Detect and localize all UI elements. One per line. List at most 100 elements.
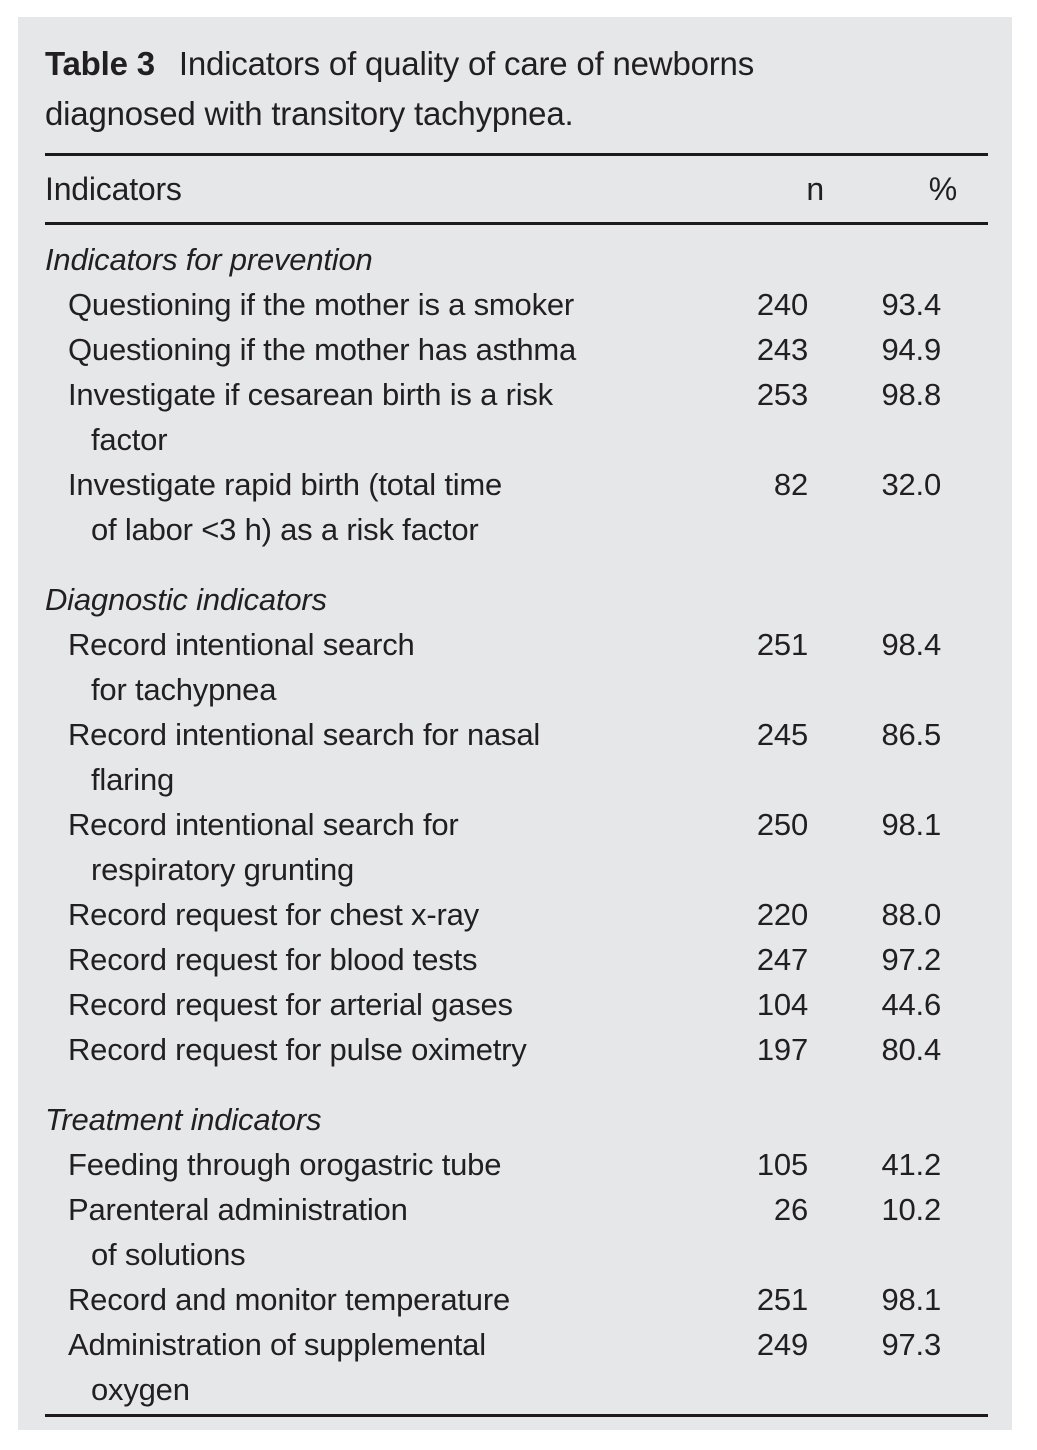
section-0: Indicators for prevention Questioning if … xyxy=(45,237,988,552)
indicator-label-line: Parenteral administration xyxy=(68,1192,408,1227)
value-n: 251 xyxy=(756,627,808,662)
indicator-label-line: Questioning if the mother has asthma xyxy=(68,332,577,367)
indicator-label: Record request for pulse oximetry xyxy=(45,1027,668,1072)
section-header: Diagnostic indicators xyxy=(45,582,327,617)
indicator-label: Record intentional search for respiratory… xyxy=(45,802,668,892)
value-pct: 98.1 xyxy=(881,1282,941,1317)
table-row: Investigate rapid birth (total time of la… xyxy=(45,462,988,552)
indicator-label: Record request for blood tests xyxy=(45,937,668,982)
table-row: Record request for blood tests 247 97.2 xyxy=(45,937,988,982)
indicator-label: Questioning if the mother is a smoker xyxy=(45,282,668,327)
indicator-label-continuation: oxygen xyxy=(91,1372,190,1407)
indicator-label: Administration of supplemental oxygen xyxy=(45,1322,668,1412)
value-pct: 93.4 xyxy=(881,287,941,322)
col-header-pct: % xyxy=(928,170,957,207)
value-pct: 80.4 xyxy=(881,1032,941,1067)
table-number: Table 3 xyxy=(45,45,155,82)
value-pct: 98.4 xyxy=(881,627,941,662)
value-pct: 97.3 xyxy=(881,1327,941,1362)
table-row: Record request for chest x-ray 220 88.0 xyxy=(45,892,988,937)
indicator-label: Investigate rapid birth (total time of la… xyxy=(45,462,668,552)
value-n: 220 xyxy=(756,897,808,932)
indicator-label-continuation: respiratory grunting xyxy=(91,852,355,887)
indicator-label-continuation: of solutions xyxy=(91,1237,246,1272)
indicator-label-line: Record intentional search for nasal xyxy=(68,717,541,752)
value-pct: 97.2 xyxy=(881,942,941,977)
indicator-label-line: Record request for pulse oximetry xyxy=(68,1032,527,1067)
table-row: Feeding through orogastric tube 105 41.2 xyxy=(45,1142,988,1187)
value-n: 247 xyxy=(756,942,808,977)
indicator-label-line: Record intentional search for xyxy=(68,807,459,842)
indicator-label-line: Record and monitor temperature xyxy=(68,1282,511,1317)
value-n: 104 xyxy=(756,987,808,1022)
value-n: 26 xyxy=(773,1192,808,1227)
value-pct: 32.0 xyxy=(881,467,941,502)
value-n: 243 xyxy=(756,332,808,367)
value-n: 253 xyxy=(756,377,808,412)
table-row: Record request for pulse oximetry 197 80.4 xyxy=(45,1027,988,1072)
table-row: Record request for arterial gases 104 44.6 xyxy=(45,982,988,1027)
value-pct: 41.2 xyxy=(881,1147,941,1182)
value-n: 197 xyxy=(756,1032,808,1067)
indicator-label-line: Feeding through orogastric tube xyxy=(68,1147,502,1182)
table-body: Indicators for prevention Questioning if … xyxy=(45,237,988,1412)
table-row: Record intentional search for tachypnea 25… xyxy=(45,622,988,712)
top-rule xyxy=(45,153,988,156)
value-n: 105 xyxy=(756,1147,808,1182)
indicator-label-continuation: flaring xyxy=(91,762,175,797)
header-row: Indicators n % xyxy=(45,156,988,222)
value-pct: 98.8 xyxy=(881,377,941,412)
indicator-label: Record request for arterial gases xyxy=(45,982,668,1027)
indicator-label-line: Investigate rapid birth (total time xyxy=(68,467,503,502)
table-row: Administration of supplemental oxygen 249 9… xyxy=(45,1322,988,1412)
indicator-label-line: Investigate if cesarean birth is a risk xyxy=(68,377,553,412)
section-2: Treatment indicators Feeding through orog… xyxy=(45,1097,988,1412)
table-caption: Table 3 Indicators of quality of care of … xyxy=(45,39,897,139)
table-row: Questioning if the mother has asthma 243 9… xyxy=(45,327,988,372)
col-header-indicators: Indicators xyxy=(45,170,182,207)
table-row: Parenteral administration of solutions 26 1… xyxy=(45,1187,988,1277)
table-row: Record and monitor temperature 251 98.1 xyxy=(45,1277,988,1322)
indicator-label-continuation: of labor <3 h) as a risk factor xyxy=(91,512,479,547)
indicator-label-continuation: factor xyxy=(91,422,168,457)
indicator-label: Questioning if the mother has asthma xyxy=(45,327,668,372)
value-pct: 10.2 xyxy=(881,1192,941,1227)
section-1: Diagnostic indicators Record intentional … xyxy=(45,577,988,1072)
indicator-label-line: Record request for chest x-ray xyxy=(68,897,479,932)
value-pct: 44.6 xyxy=(881,987,941,1022)
indicator-label-line: Administration of supplemental xyxy=(68,1327,486,1362)
indicator-label-line: Record request for arterial gases xyxy=(68,987,513,1022)
table-row: Record intentional search for nasal flari… xyxy=(45,712,988,802)
indicator-label: Record intentional search for tachypnea xyxy=(45,622,668,712)
indicator-label-line: Record request for blood tests xyxy=(68,942,478,977)
value-n: 250 xyxy=(756,807,808,842)
value-n: 249 xyxy=(756,1327,808,1362)
indicator-label: Record and monitor temperature xyxy=(45,1277,668,1322)
section-header: Treatment indicators xyxy=(45,1102,322,1137)
indicator-label: Record request for chest x-ray xyxy=(45,892,668,937)
table-row: Record intentional search for respiratory… xyxy=(45,802,988,892)
table-row: Investigate if cesarean birth is a risk f… xyxy=(45,372,988,462)
indicator-label-line: Questioning if the mother is a smoker xyxy=(68,287,575,322)
indicator-label-continuation: for tachypnea xyxy=(91,672,277,707)
value-pct: 88.0 xyxy=(881,897,941,932)
section-header: Indicators for prevention xyxy=(45,242,373,277)
col-header-n: n xyxy=(806,170,824,207)
table-row: Questioning if the mother is a smoker 240… xyxy=(45,282,988,327)
indicator-label: Record intentional search for nasal flari… xyxy=(45,712,668,802)
value-pct: 86.5 xyxy=(881,717,941,752)
indicator-label: Parenteral administration of solutions xyxy=(45,1187,668,1277)
table-panel: Table 3 Indicators of quality of care of … xyxy=(18,17,1012,1430)
bottom-rule xyxy=(45,1414,988,1417)
value-n: 245 xyxy=(756,717,808,752)
value-n: 240 xyxy=(756,287,808,322)
indicator-label-line: Record intentional search xyxy=(68,627,415,662)
value-pct: 94.9 xyxy=(881,332,941,367)
value-pct: 98.1 xyxy=(881,807,941,842)
indicator-label: Investigate if cesarean birth is a risk f… xyxy=(45,372,668,462)
table-caption-text: Indicators of quality of care of newborn… xyxy=(45,45,754,132)
header-rule xyxy=(45,222,988,225)
value-n: 251 xyxy=(756,1282,808,1317)
indicator-label: Feeding through orogastric tube xyxy=(45,1142,668,1187)
value-n: 82 xyxy=(773,467,808,502)
